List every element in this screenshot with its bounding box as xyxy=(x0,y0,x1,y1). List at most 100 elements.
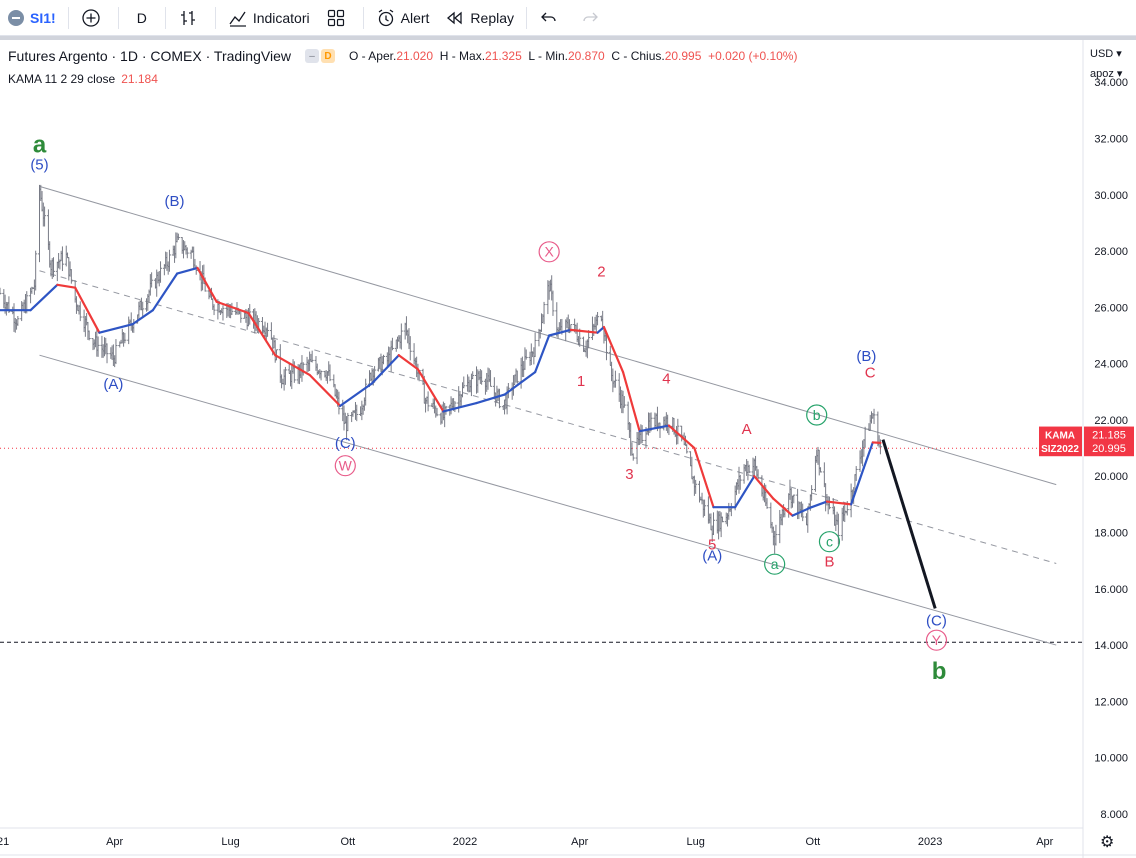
chart-legend-header: Futures Argento · 1D · COMEX · TradingVi… xyxy=(8,48,797,64)
kama-segment xyxy=(442,401,478,413)
ohlc-bar xyxy=(756,469,760,480)
settings-gear-icon[interactable]: ⚙ xyxy=(1100,834,1115,851)
high-label: H - Max. xyxy=(439,49,486,63)
price-tag: SIZ2022 20.995 xyxy=(1039,440,1134,457)
kama-segment xyxy=(56,283,77,289)
alert-label: Alert xyxy=(400,9,430,26)
price-tick-label: 10.000 xyxy=(1094,753,1128,765)
toolbar-divider xyxy=(214,6,216,29)
ohlc-bar xyxy=(703,499,707,516)
wave-label: 1 xyxy=(577,373,585,390)
price-tag: KAMA 21.185 xyxy=(1039,426,1134,443)
ohlc-bar xyxy=(390,337,394,351)
ohlc-bar xyxy=(765,498,769,509)
ohlc-bar xyxy=(712,512,716,536)
ohlc-bar xyxy=(221,305,225,321)
top-toolbar: SI1! D Indicatori Alert Replay xyxy=(0,0,1136,36)
indicator-label: KAMA 11 2 29 close xyxy=(8,72,116,86)
wave-label: a xyxy=(33,132,47,159)
ohlc-bar xyxy=(774,524,778,546)
ohlc-bar xyxy=(105,343,109,364)
toolbar-divider xyxy=(164,6,166,29)
wave-label: 2 xyxy=(597,263,605,280)
kama-segment xyxy=(753,475,775,500)
ohlc-bar xyxy=(819,467,823,473)
ohlc-bar xyxy=(328,364,332,382)
layouts-button[interactable] xyxy=(318,0,359,36)
kama-segment xyxy=(397,354,420,371)
kama-segment xyxy=(534,334,551,374)
price-tick-label: 26.000 xyxy=(1094,302,1128,314)
price-tick-label: 22.000 xyxy=(1094,415,1128,427)
wave-label: W xyxy=(339,458,353,474)
undo-icon xyxy=(541,12,556,21)
ohlc-bar xyxy=(631,453,635,461)
market-status-badge: – xyxy=(304,49,319,63)
delayed-data-badge[interactable]: D xyxy=(320,49,335,63)
ohlc-bar xyxy=(96,336,100,357)
ohlc-bar xyxy=(542,301,546,325)
ohlc-bar xyxy=(685,443,689,454)
wave-label: Y xyxy=(932,632,942,648)
ohlc-bar xyxy=(319,370,323,381)
ohlc-bar xyxy=(720,516,724,523)
replay-button[interactable]: Replay xyxy=(437,0,522,36)
wave-label: (A) xyxy=(103,376,123,393)
ohlc-bar xyxy=(212,304,216,316)
ohlc-bar xyxy=(123,332,127,344)
price-bars-group xyxy=(0,184,882,554)
kama-segment xyxy=(503,370,537,396)
wave-label: B xyxy=(824,553,834,570)
indicator-legend[interactable]: KAMA 11 2 29 close 21.184 xyxy=(8,72,158,86)
wave-label-circle xyxy=(925,629,948,651)
alarm-clock-icon xyxy=(378,8,393,26)
month-tick-label: Apr xyxy=(106,836,123,848)
redo-button[interactable] xyxy=(572,0,613,36)
ohlc-bar xyxy=(524,349,528,360)
toolbar-divider xyxy=(526,6,528,29)
wave-label: C xyxy=(865,365,876,382)
wave-label: b xyxy=(813,407,821,423)
kama-segment xyxy=(734,475,756,509)
scale-mode-selector[interactable]: apoz ▾ xyxy=(1090,68,1123,80)
wave-label: 5 xyxy=(708,536,716,553)
wave-label: X xyxy=(544,244,554,260)
undo-button[interactable] xyxy=(531,0,572,36)
grid-layout-icon xyxy=(327,9,344,26)
chart-title: Futures Argento · 1D · COMEX · TradingVi… xyxy=(8,48,291,64)
ohlc-bar xyxy=(408,336,412,361)
kama-segment xyxy=(196,266,218,303)
price-tick-label: 30.000 xyxy=(1094,190,1128,202)
kama-segment xyxy=(772,497,794,517)
kama-segment xyxy=(862,441,874,469)
wave-label-circle xyxy=(764,553,786,575)
ohlc-bar xyxy=(729,503,733,517)
interval-button[interactable]: D xyxy=(123,0,161,36)
ohlc-bar xyxy=(87,330,91,341)
wave-label: a xyxy=(771,556,779,572)
month-tick-label: Lug xyxy=(686,836,704,848)
ohlc-bar xyxy=(515,370,519,384)
symbol-search-button[interactable]: SI1! xyxy=(0,0,64,36)
price-tag-value: 21.185 xyxy=(1092,430,1126,442)
indicators-button[interactable]: Indicatori xyxy=(220,0,318,36)
kama-segment xyxy=(621,370,641,433)
chart-style-button[interactable] xyxy=(170,0,211,36)
compare-button[interactable] xyxy=(73,0,114,36)
ohlc-bar xyxy=(747,464,751,474)
ohlc-bar xyxy=(60,246,64,272)
toolbar-border-strip xyxy=(0,36,1136,40)
kama-segment xyxy=(825,500,853,506)
kama-segment xyxy=(667,424,696,450)
alert-button[interactable]: Alert xyxy=(368,0,438,36)
price-tag-label-box xyxy=(1039,440,1082,457)
toolbar-divider xyxy=(362,6,364,29)
currency-selector[interactable]: USD ▾ xyxy=(1090,48,1122,60)
ohlc-bar xyxy=(266,322,270,337)
ohlc-bar xyxy=(34,250,38,291)
ohlc-bar xyxy=(382,354,386,365)
wave-label: (C) xyxy=(335,435,356,452)
ohlc-bar xyxy=(114,339,118,365)
ohlc-bar xyxy=(676,418,680,445)
